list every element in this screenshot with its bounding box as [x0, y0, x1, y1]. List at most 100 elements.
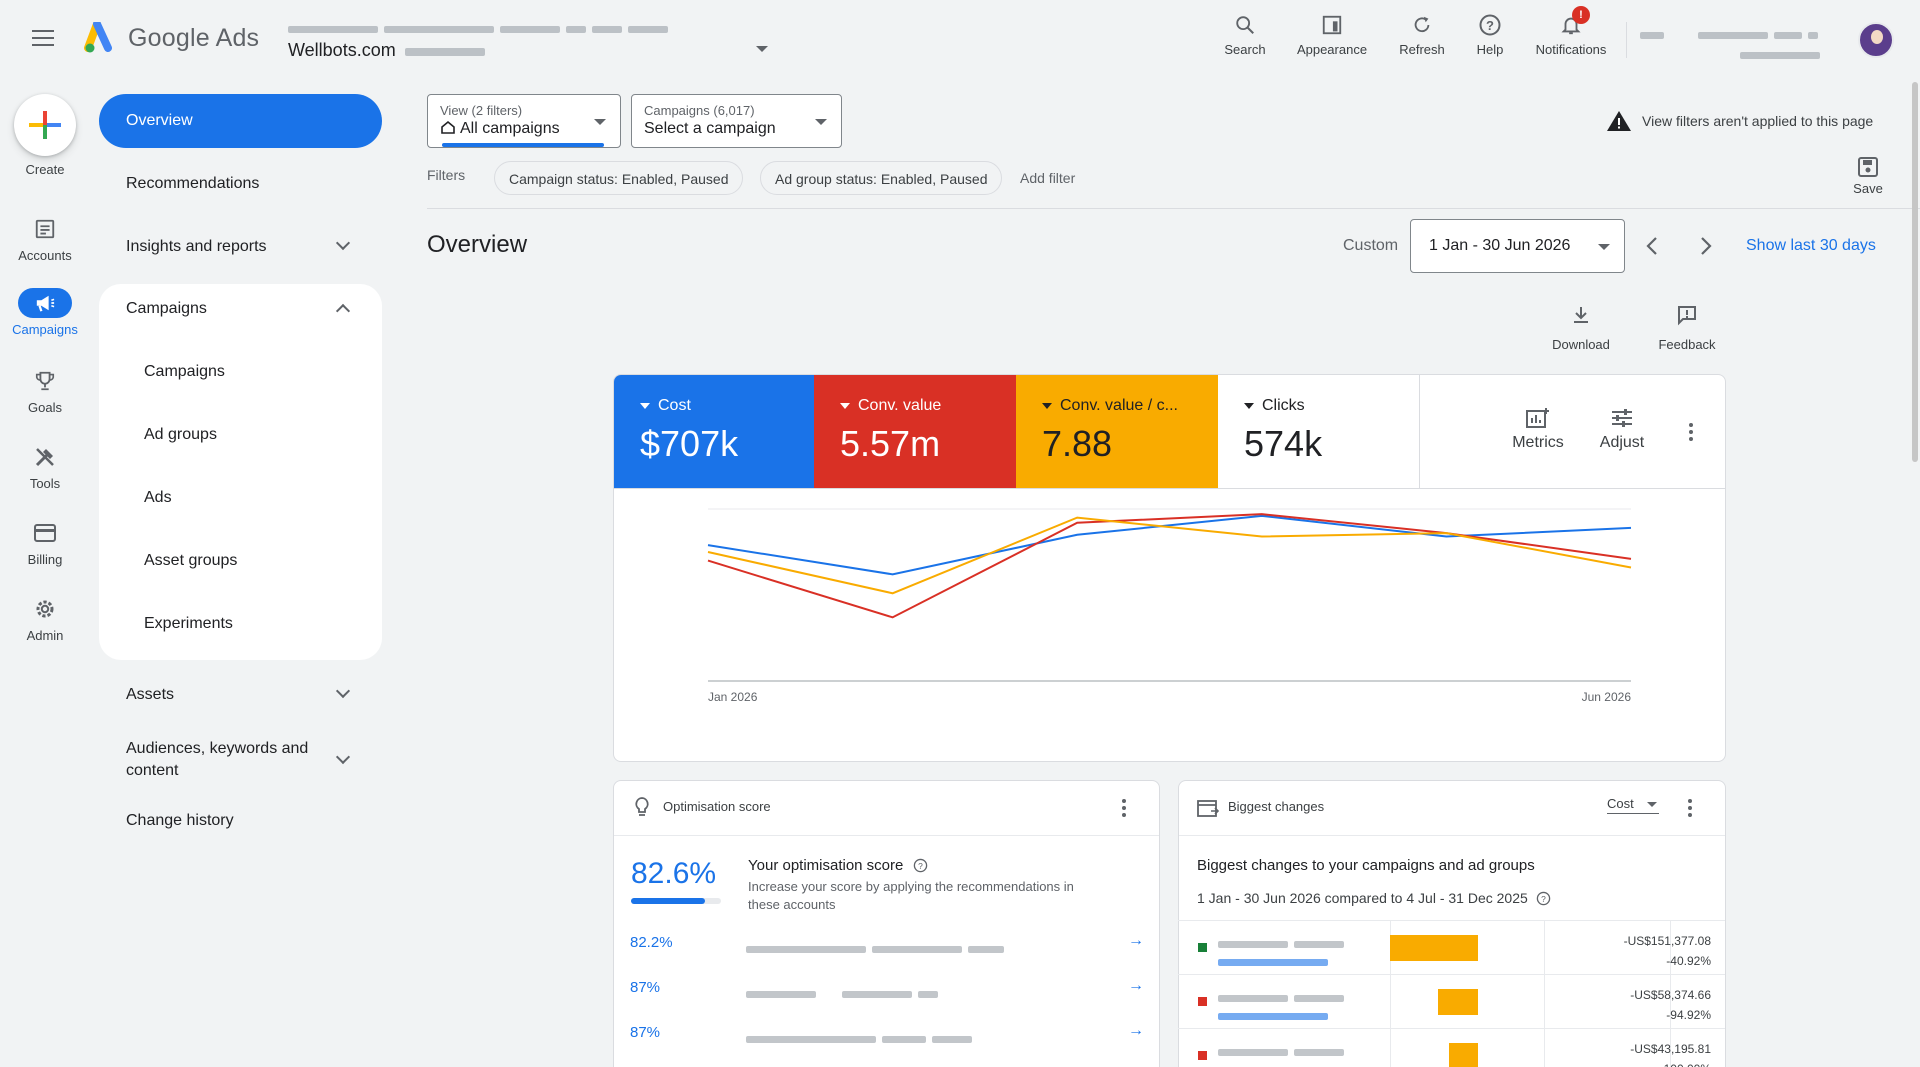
- home-icon: [441, 120, 455, 134]
- change-percent-value: -40.92%: [1666, 954, 1711, 968]
- help-icon[interactable]: ?: [1536, 891, 1551, 906]
- nav-campaigns-header[interactable]: Campaigns: [126, 300, 207, 317]
- change-column-divider: [1544, 975, 1545, 1029]
- chevron-down-icon[interactable]: [335, 749, 351, 765]
- show-last-30-days-link[interactable]: Show last 30 days: [1746, 237, 1876, 254]
- top-header: Google Ads Wellbots.com Search Appearanc…: [0, 0, 1920, 80]
- rail-campaigns[interactable]: Campaigns: [0, 288, 90, 337]
- more-vert-icon[interactable]: [1689, 423, 1693, 444]
- account-dropdown-caret[interactable]: [756, 46, 768, 52]
- help-icon[interactable]: ?: [913, 858, 928, 873]
- brand[interactable]: Google Ads: [84, 22, 259, 54]
- change-marker: [1198, 1051, 1207, 1060]
- filter-divider: [427, 208, 1920, 209]
- feedback-icon: [1678, 306, 1696, 326]
- arrow-right-icon[interactable]: →: [1128, 977, 1144, 994]
- optimisation-row-score[interactable]: 87%: [630, 1024, 661, 1041]
- rail-accounts[interactable]: Accounts: [0, 214, 90, 263]
- metrics-button[interactable]: Metrics: [1508, 407, 1568, 452]
- tools-icon: [35, 448, 54, 467]
- filter-chip-campaign-status[interactable]: Campaign status: Enabled, Paused: [494, 161, 744, 195]
- metric-conv-value-per-cost[interactable]: Conv. value / c... 7.88: [1016, 375, 1218, 488]
- performance-card: Cost $707k Conv. value 5.57m Conv. value…: [613, 374, 1726, 762]
- download-button[interactable]: Download: [1546, 304, 1616, 352]
- date-range-dropdown[interactable]: 1 Jan - 30 Jun 2026: [1410, 219, 1625, 273]
- nav-sub-asset-groups[interactable]: Asset groups: [144, 552, 238, 569]
- metric-cost[interactable]: Cost $707k: [614, 375, 814, 488]
- campaign-name-redacted: [1218, 1043, 1368, 1067]
- save-button[interactable]: Save: [1846, 156, 1890, 196]
- metric-conv-value[interactable]: Conv. value 5.57m: [814, 375, 1016, 488]
- optimisation-row-score[interactable]: 87%: [630, 979, 661, 996]
- nav-audiences[interactable]: Audiences, keywords and content: [126, 740, 309, 779]
- rail-goals[interactable]: Goals: [0, 366, 90, 415]
- help-button[interactable]: ? Help: [1468, 12, 1512, 57]
- change-bar: [1449, 1043, 1478, 1067]
- caret-down-icon: [1647, 802, 1657, 807]
- feedback-button[interactable]: Feedback: [1652, 304, 1722, 352]
- change-row[interactable]: -US$43,195.81 -100.00%: [1178, 1028, 1725, 1067]
- nav-sub-ad-groups[interactable]: Ad groups: [144, 426, 217, 443]
- chart-series-line-1[interactable]: [707, 514, 1632, 576]
- date-range-label: Custom: [1343, 237, 1399, 254]
- more-vert-icon[interactable]: [1688, 799, 1692, 820]
- more-vert-icon[interactable]: [1122, 799, 1126, 820]
- change-amount: -US$43,195.81 -100.00%: [1630, 1039, 1711, 1067]
- add-filter-button[interactable]: Add filter: [1020, 170, 1076, 186]
- view-filter-dropdown[interactable]: View (2 filters) All campaigns: [427, 94, 621, 148]
- trophy-icon: [35, 371, 55, 391]
- change-row[interactable]: -US$151,377.08 -40.92%: [1178, 920, 1725, 975]
- change-column-divider: [1670, 975, 1671, 1029]
- nav-overview[interactable]: Overview: [99, 94, 382, 148]
- optimisation-card: Optimisation score 82.6% Your optimisati…: [613, 780, 1160, 1067]
- metric-clicks[interactable]: Clicks 574k: [1218, 375, 1420, 488]
- rail-admin[interactable]: Admin: [0, 594, 90, 643]
- rail-billing[interactable]: Billing: [0, 518, 90, 567]
- nav-insights-and-reports[interactable]: Insights and reports: [126, 238, 267, 255]
- caret-down-icon: [815, 119, 827, 125]
- chart-series-line-2[interactable]: [707, 513, 1632, 619]
- account-name[interactable]: Wellbots.com: [288, 40, 491, 61]
- arrow-right-icon[interactable]: →: [1128, 932, 1144, 949]
- create-button[interactable]: [14, 94, 76, 156]
- chart-series-line-3[interactable]: [707, 516, 1632, 595]
- add-chart-icon: [1526, 408, 1549, 428]
- refresh-button[interactable]: Refresh: [1394, 12, 1450, 57]
- chevron-left-icon[interactable]: [1642, 234, 1662, 258]
- card-divider: [1179, 835, 1725, 836]
- nav-recommendations[interactable]: Recommendations: [126, 175, 260, 192]
- change-row[interactable]: -US$58,374.66 -94.92%: [1178, 974, 1725, 1029]
- calendar-compare-icon: [1197, 800, 1219, 817]
- user-email-redacted: [1640, 26, 1840, 64]
- chevron-right-icon[interactable]: [1696, 234, 1716, 258]
- appearance-button[interactable]: Appearance: [1292, 12, 1372, 57]
- search-button[interactable]: Search: [1220, 12, 1270, 57]
- menu-icon[interactable]: [32, 30, 54, 46]
- adjust-button[interactable]: Adjust: [1594, 407, 1650, 452]
- metric-selector[interactable]: Cost: [1607, 796, 1659, 814]
- change-column-divider: [1544, 1029, 1545, 1067]
- optimisation-score: 82.6%: [631, 857, 717, 890]
- nav-assets[interactable]: Assets: [126, 686, 175, 703]
- filter-chip-ad-group-status[interactable]: Ad group status: Enabled, Paused: [760, 161, 1003, 195]
- chevron-down-icon[interactable]: [335, 235, 351, 251]
- optimisation-row-score[interactable]: 82.2%: [630, 934, 673, 951]
- score-progress-track: [631, 898, 721, 904]
- rail-tools[interactable]: Tools: [0, 442, 90, 491]
- filters-label: Filters: [427, 167, 466, 183]
- chevron-down-icon[interactable]: [335, 683, 351, 699]
- notifications-button[interactable]: Notifications: [1526, 12, 1616, 57]
- avatar[interactable]: [1858, 22, 1894, 58]
- account-name-redacted: [746, 940, 1010, 958]
- nav-change-history[interactable]: Change history: [126, 812, 234, 829]
- nav-sub-campaigns[interactable]: Campaigns: [144, 363, 225, 380]
- change-column-divider: [1390, 1029, 1391, 1067]
- create-label: Create: [25, 162, 65, 177]
- notification-badge: !: [1572, 6, 1590, 24]
- campaign-select-dropdown[interactable]: Campaigns (6,017) Select a campaign: [631, 94, 842, 148]
- nav-sub-experiments[interactable]: Experiments: [144, 615, 233, 632]
- change-column-divider: [1670, 921, 1671, 975]
- scrollbar-thumb[interactable]: [1912, 82, 1918, 462]
- arrow-right-icon[interactable]: →: [1128, 1022, 1144, 1039]
- nav-sub-ads[interactable]: Ads: [144, 489, 172, 506]
